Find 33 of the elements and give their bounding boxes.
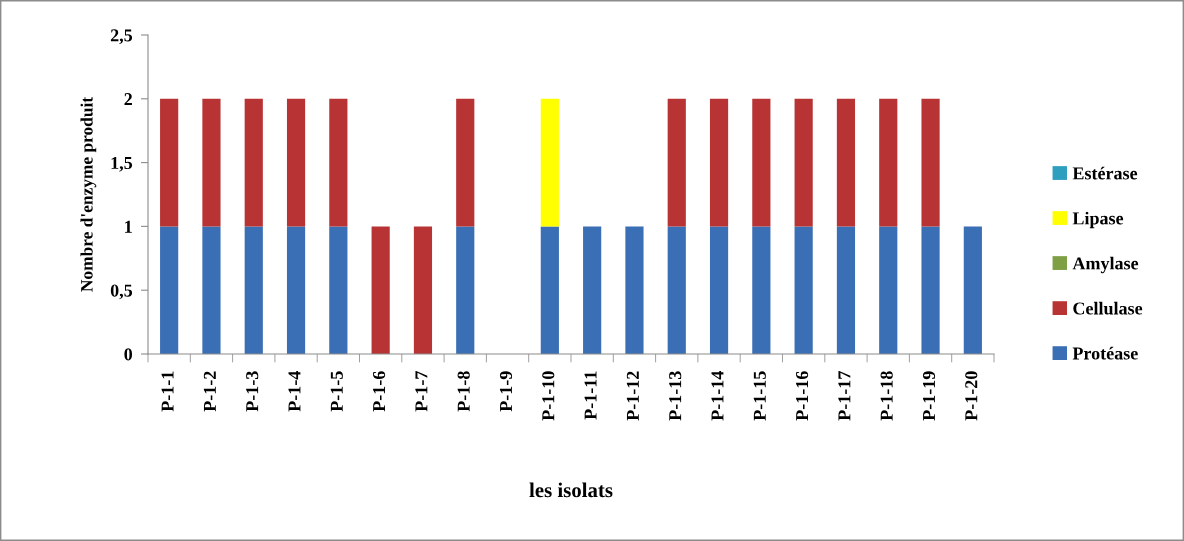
legend-label: Amylase: [1072, 256, 1139, 274]
y-tick-label: 2,5: [110, 29, 133, 45]
y-tick-label: 1: [125, 220, 132, 233]
x-tick-label: P-1-14: [711, 371, 724, 421]
x-tick-label: P-1-12: [626, 371, 639, 421]
legend-label: Protéase: [1072, 346, 1138, 360]
legend-label: Estérase: [1072, 166, 1138, 180]
y-tick-label: 2: [124, 93, 132, 106]
legend-label: Lipase: [1072, 211, 1124, 229]
x-tick-label: P-1-1: [161, 371, 174, 412]
x-tick-label: P-1-11: [584, 371, 597, 420]
x-tick-label: P-1-7: [415, 371, 428, 412]
x-tick-label: P-1-16: [796, 371, 809, 421]
x-axis-title: les isolats: [529, 482, 613, 498]
x-tick-label: P-1-9: [499, 371, 513, 412]
x-tick-label: P-1-6: [373, 371, 386, 412]
x-tick-label: P-1-19: [922, 371, 936, 421]
x-tick-label: P-1-2: [203, 371, 216, 412]
x-tick-label: P-1-4: [288, 371, 301, 412]
x-tick-label: P-1-3: [246, 371, 259, 412]
legend-label: Cellulase: [1073, 301, 1143, 315]
x-tick-label: P-1-20: [965, 371, 978, 421]
x-tick-label: P-1-13: [669, 371, 682, 421]
x-tick-label: P-1-18: [880, 371, 893, 421]
y-tick-label: 0,5: [110, 284, 133, 300]
y-axis-title: Nombre d'enzyme produit: [80, 96, 97, 292]
x-tick-label: P-1-10: [542, 371, 555, 421]
x-tick-label: P-1-5: [330, 371, 343, 412]
x-tick-label: P-1-8: [457, 371, 470, 412]
x-tick-label: P-1-17: [838, 371, 851, 421]
y-tick-label: 0: [124, 348, 133, 361]
y-tick-label: 1,5: [111, 156, 133, 172]
x-tick-label: P-1-15: [753, 371, 766, 421]
